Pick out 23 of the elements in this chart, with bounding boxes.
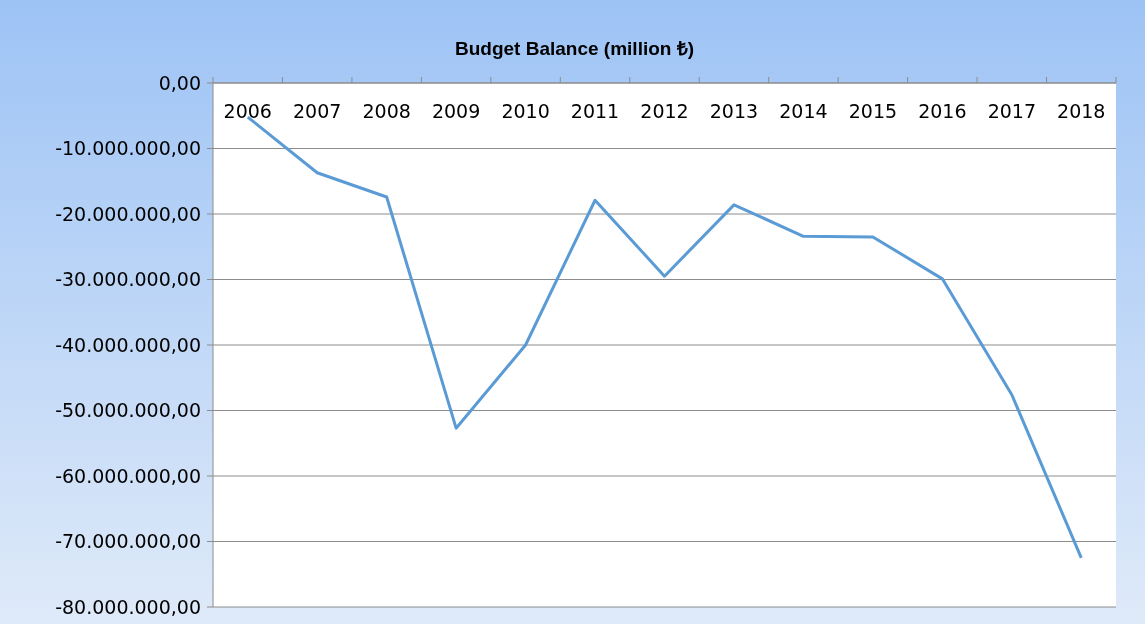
x-tick-label: 2009 [431,100,481,122]
x-tick-label: 2013 [709,100,759,122]
x-tick-label: 2007 [293,100,342,122]
x-tick-label: 2012 [640,100,689,122]
y-tick-label: -60.000.000,00 [55,464,201,487]
x-tick-label: 2006 [223,100,272,122]
x-tick-label: 2010 [501,100,550,122]
y-tick-label: -20.000.000,00 [55,202,201,225]
y-tick-label: -40.000.000,00 [55,333,201,356]
y-tick-label: -30.000.000,00 [55,268,201,291]
y-tick-label: -80.000.000,00 [55,595,201,618]
chart-title: Budget Balance (million ₺) [454,38,695,59]
y-tick-label: -10.000.000,00 [55,137,201,160]
y-tick-label: -50.000.000,00 [55,399,201,422]
x-tick-label: 2014 [779,100,828,122]
x-tick-label: 2018 [1057,100,1106,122]
y-tick-label: 0,00 [158,71,201,94]
x-tick-label: 2011 [570,100,620,122]
x-tick-label: 2008 [362,100,411,122]
x-tick-label: 2017 [987,100,1036,122]
y-tick-label: -70.000.000,00 [55,530,201,553]
x-tick-label: 2015 [848,100,898,122]
x-tick-label: 2016 [918,100,967,122]
